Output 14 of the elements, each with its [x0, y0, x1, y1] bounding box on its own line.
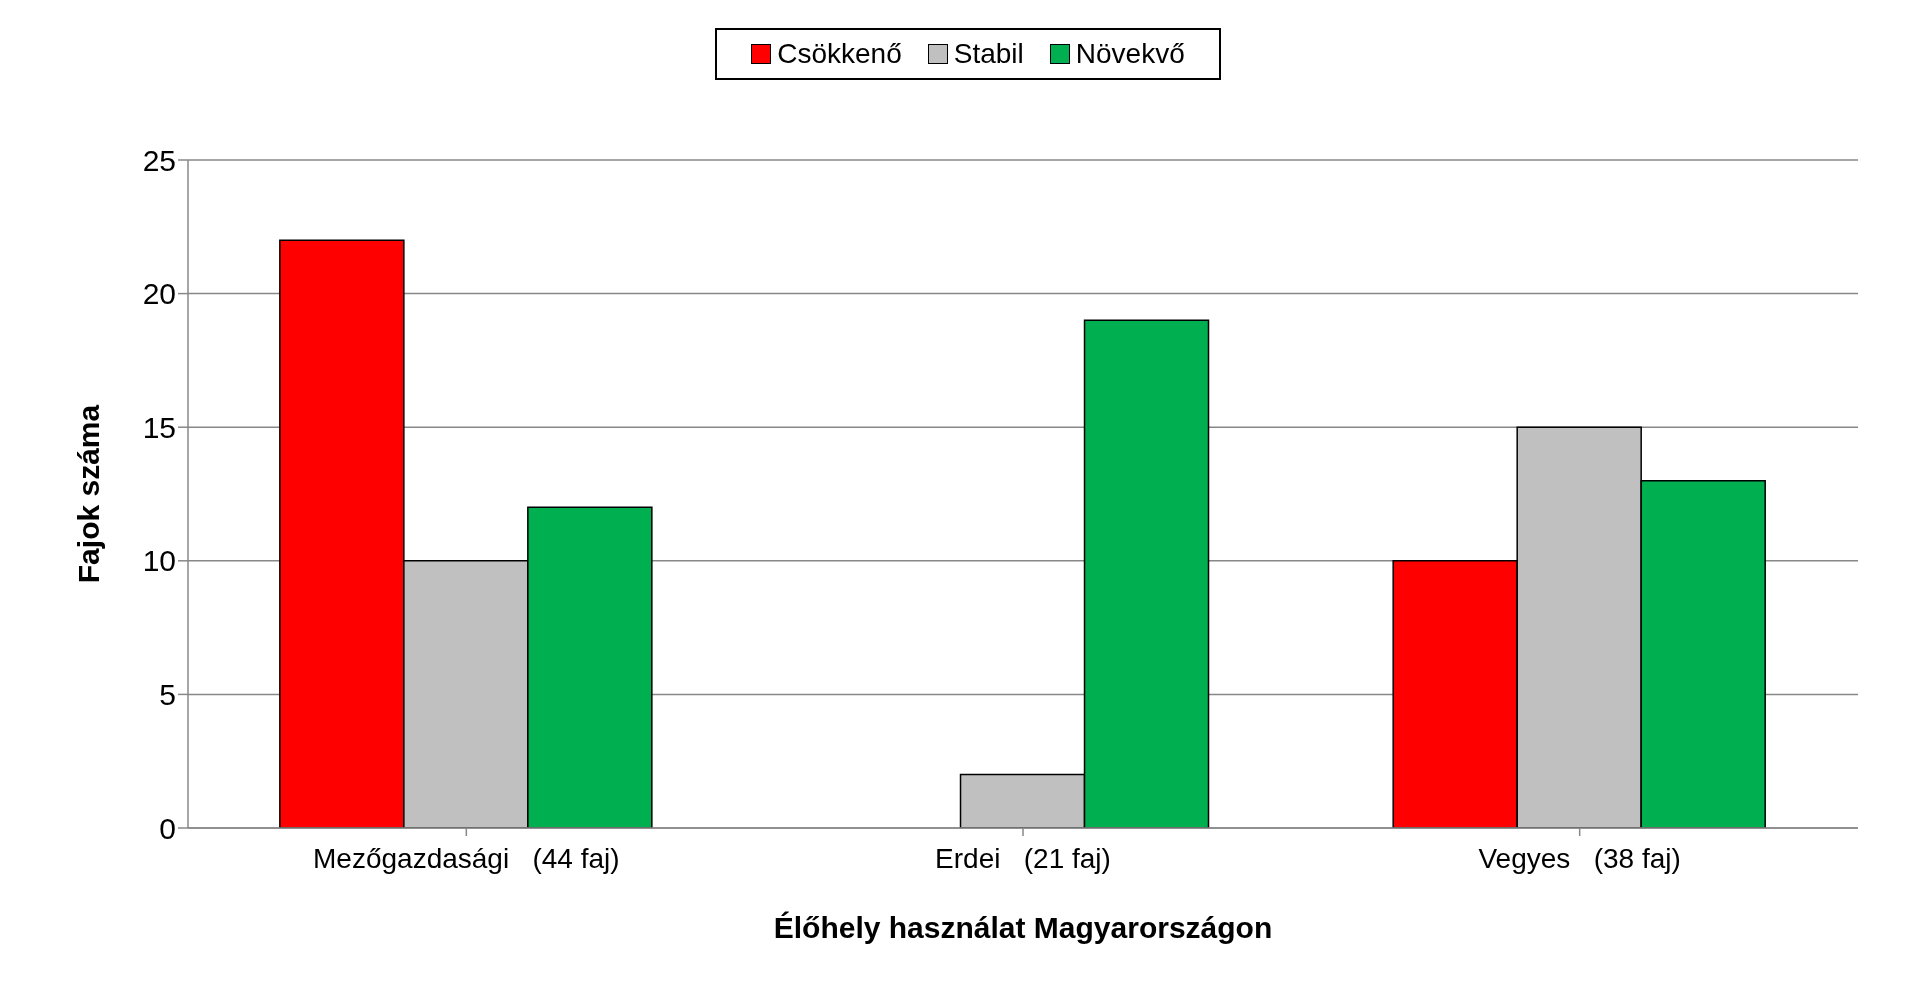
x-tick-label: Mezőgazdasági (44 faj): [313, 843, 620, 874]
x-axis-title: Élőhely használat Magyarországon: [773, 911, 1273, 944]
legend-label: Növekvő: [1074, 38, 1185, 70]
y-tick-label: 10: [142, 544, 176, 578]
y-tick-label: 15: [142, 410, 176, 444]
y-tick-label: 5: [159, 678, 176, 712]
y-tick-label: 25: [142, 143, 176, 177]
x-tick-label: Erdei (21 faj): [935, 843, 1111, 874]
legend-label: Csökkenő: [776, 38, 902, 70]
y-tick-label: 0: [159, 811, 176, 845]
legend-label: Stabil: [952, 38, 1024, 70]
y-axis-title: Fajok száma: [71, 404, 105, 584]
y-tick-label: 20: [142, 277, 176, 311]
x-tick-label: Vegyes (38 faj): [1478, 843, 1681, 874]
